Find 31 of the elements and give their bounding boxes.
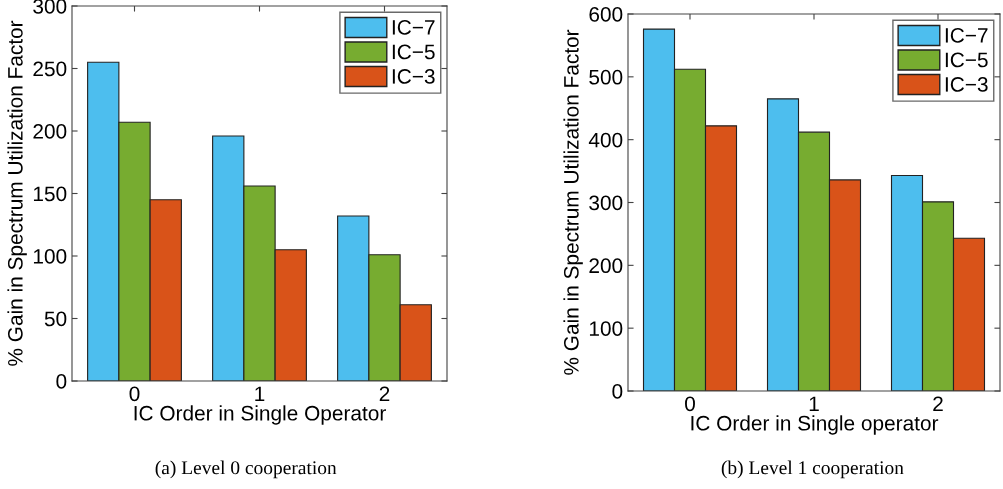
y-tick-label: 100 (33, 249, 67, 264)
y-tick-label: 300 (589, 195, 623, 211)
x-tick-label: 0 (129, 386, 140, 402)
y-tick-label: 250 (33, 61, 67, 77)
legend-label: IC−7 (392, 19, 435, 35)
y-tick-label: 300 (33, 0, 67, 14)
y-axis-title: % Gain in Spectrum Utilization Factor (563, 29, 583, 375)
y-tick-label: 50 (44, 311, 67, 327)
x-tick-label: 1 (809, 396, 819, 411)
y-tick-label: 500 (589, 69, 623, 85)
legend-label: IC−7 (945, 27, 988, 43)
y-axis-title: % Gain in Spectrum Utilization Factor (7, 20, 27, 366)
x-tick-label: 1 (255, 386, 265, 401)
x-axis-title: IC Order in Single operator (691, 415, 939, 435)
text: (a) Level 0 cooperation (155, 460, 337, 479)
y-tick-label: 600 (589, 7, 623, 22)
legend-label: IC−3 (392, 69, 435, 84)
y-tick-label: 100 (589, 321, 623, 336)
x-tick-label: 0 (685, 396, 695, 412)
x-tick-label: 2 (379, 386, 390, 401)
y-tick-label: 200 (33, 124, 67, 139)
legend-label: IC−5 (392, 44, 435, 60)
y-tick-label: 200 (589, 258, 623, 274)
text: (b) Level 1 cooperation (721, 460, 904, 479)
legend-label: IC−3 (945, 77, 988, 92)
x-tick-label: 2 (933, 396, 943, 411)
y-tick-label: 150 (33, 186, 67, 202)
legend-label: IC−5 (945, 52, 988, 68)
y-tick-label: 400 (588, 132, 623, 148)
y-tick-label: 0 (56, 374, 67, 389)
x-axis-title: IC Order in Single Operator (134, 405, 386, 425)
